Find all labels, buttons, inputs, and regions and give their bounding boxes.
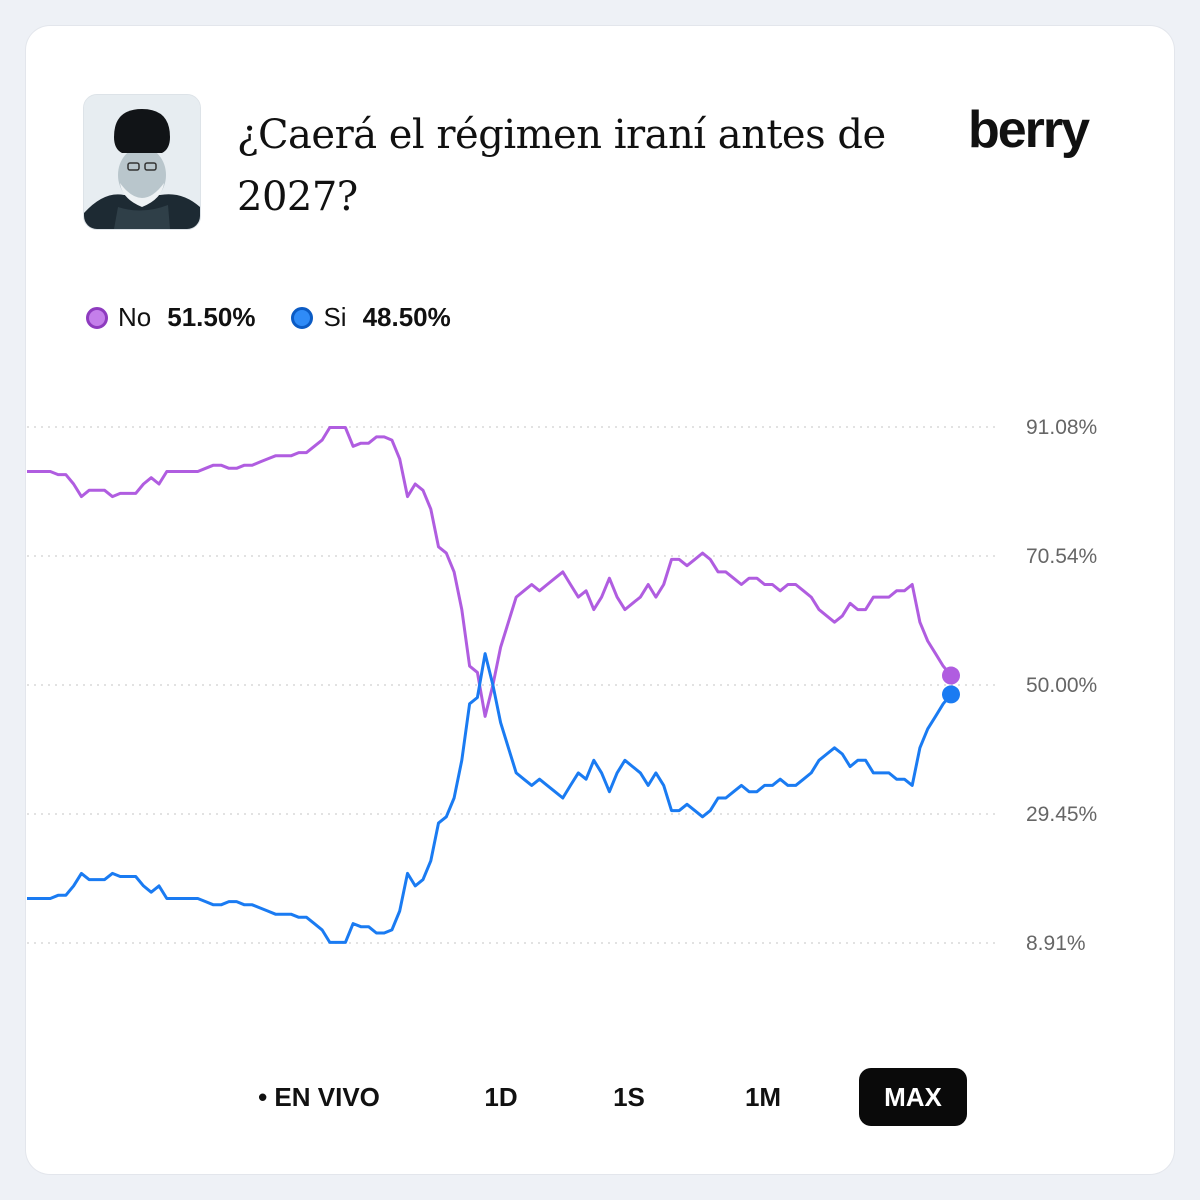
- berry-logo: berry: [968, 100, 1128, 170]
- timeframe-1d-button[interactable]: 1D: [484, 1082, 518, 1112]
- legend-label-si: Si: [323, 302, 347, 332]
- brand-wordmark: berry: [968, 101, 1090, 159]
- y-tick-label: 29.45%: [1026, 803, 1097, 826]
- legend-label-no: No: [118, 302, 152, 332]
- legend-value-no: 51.50%: [167, 302, 256, 332]
- timeframe-max-button[interactable]: MAX: [859, 1068, 967, 1126]
- series-line-si: [27, 652, 953, 944]
- market-thumbnail: [83, 94, 201, 230]
- timeframe-selector: • EN VIVO 1D 1S 1M MAX: [0, 1068, 1200, 1128]
- series-end-point-si: [942, 685, 960, 704]
- legend-value-si: 48.50%: [362, 302, 451, 332]
- legend-dot-si: [291, 306, 314, 329]
- chart-legend: No 51.50% Si 48.50%: [86, 302, 451, 333]
- timeframe-live-button[interactable]: • EN VIVO: [258, 1082, 380, 1112]
- market-title: ¿Caerá el régimen iraní antes de 2027?: [237, 112, 886, 220]
- series-end-point-no: [942, 666, 960, 685]
- series-line-no: [27, 426, 953, 718]
- y-tick-label: 91.08%: [1026, 416, 1097, 439]
- legend-dot-no: [86, 306, 108, 329]
- timeframe-1s-button[interactable]: 1S: [613, 1082, 645, 1112]
- y-tick-label: 8.91%: [1026, 932, 1086, 955]
- y-tick-label: 50.00%: [1026, 674, 1097, 697]
- timeframe-1m-button[interactable]: 1M: [744, 1082, 782, 1112]
- legend-item-no: No 51.50%: [86, 302, 255, 333]
- portrait-image: [84, 95, 200, 229]
- y-tick-label: 70.54%: [1026, 545, 1097, 568]
- legend-item-si: Si 48.50%: [291, 302, 451, 333]
